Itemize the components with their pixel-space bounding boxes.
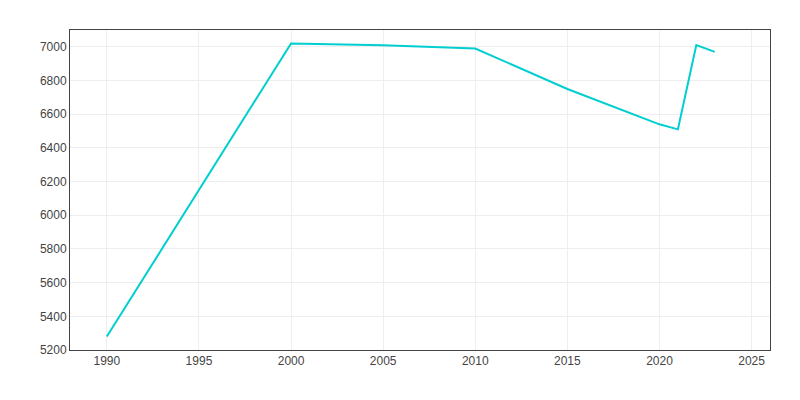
svg-text:6400: 6400 (40, 141, 67, 155)
svg-text:6000: 6000 (40, 208, 67, 222)
svg-text:2020: 2020 (646, 354, 673, 368)
svg-text:1990: 1990 (93, 354, 120, 368)
svg-text:6200: 6200 (40, 175, 67, 189)
svg-text:2015: 2015 (554, 354, 581, 368)
svg-text:5800: 5800 (40, 242, 67, 256)
svg-text:6800: 6800 (40, 74, 67, 88)
svg-text:2005: 2005 (370, 354, 397, 368)
svg-text:1995: 1995 (186, 354, 213, 368)
svg-text:7000: 7000 (40, 40, 67, 54)
svg-text:2010: 2010 (462, 354, 489, 368)
svg-text:2000: 2000 (278, 354, 305, 368)
svg-text:6600: 6600 (40, 107, 67, 121)
svg-text:5200: 5200 (40, 343, 67, 357)
svg-text:5400: 5400 (40, 310, 67, 324)
svg-text:5600: 5600 (40, 276, 67, 290)
svg-text:2025: 2025 (738, 354, 765, 368)
